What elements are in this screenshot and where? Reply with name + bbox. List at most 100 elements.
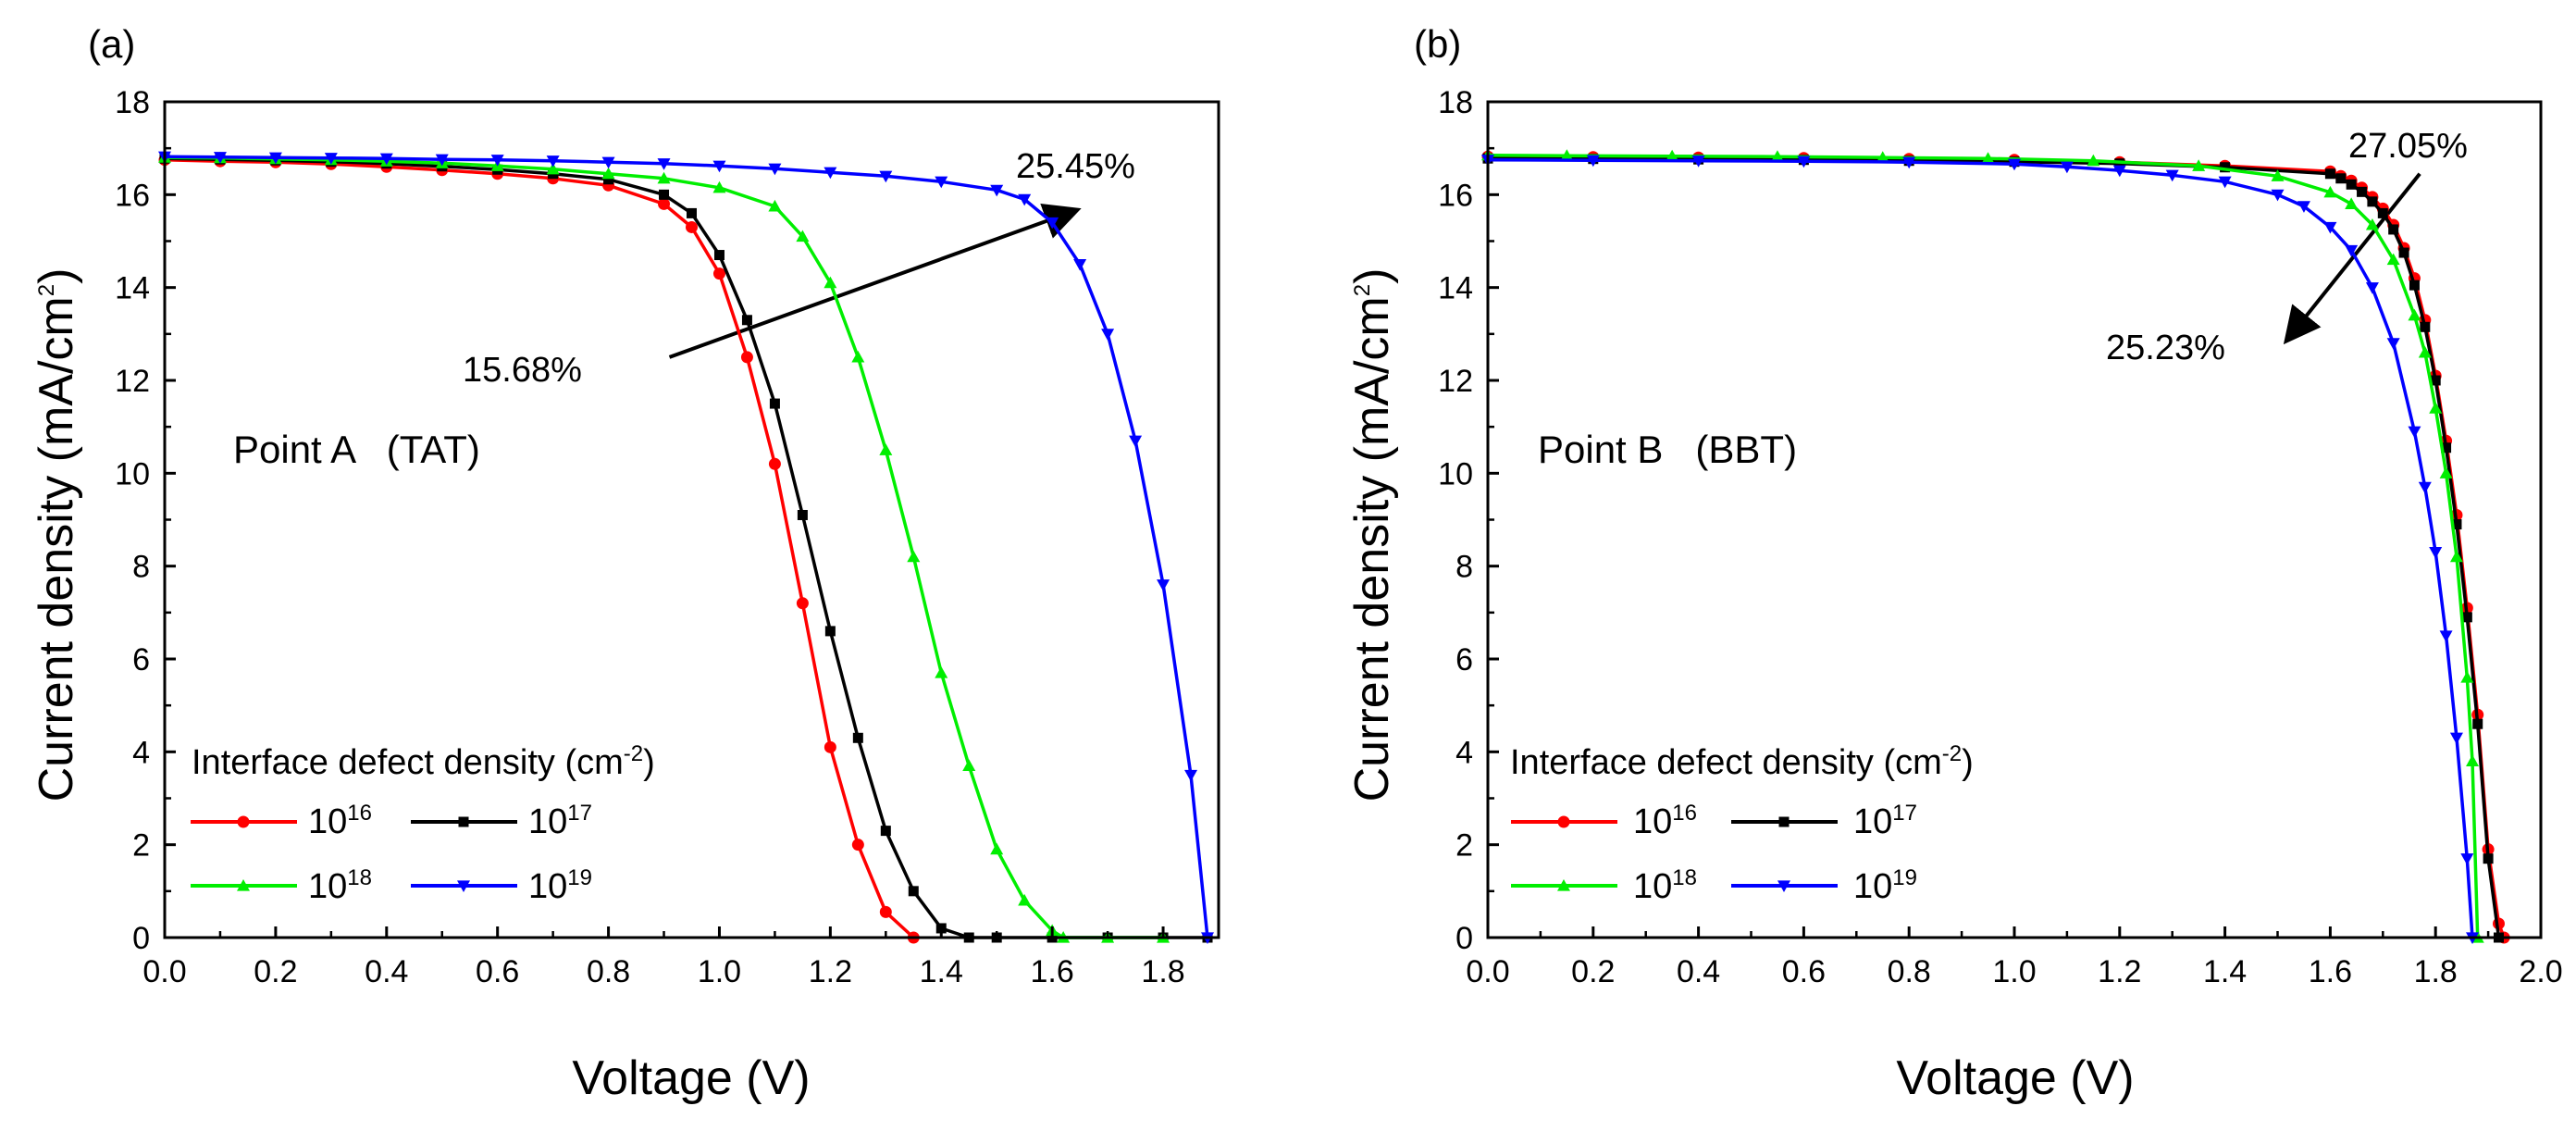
panel-b-data-point	[1902, 156, 1916, 169]
panel-a-data-point	[1184, 769, 1198, 782]
panel-b-xtick-label: 1.8	[2414, 954, 2458, 989]
panel-a-data-point	[268, 152, 282, 165]
panel-b-data-point	[2323, 221, 2337, 234]
panel-a-data-point	[962, 759, 976, 771]
panel-a-data-point	[601, 156, 615, 169]
panel-a-data-point	[713, 250, 724, 261]
panel-b-arrow-start-label: 27.05%	[2348, 127, 2468, 166]
panel-a-data-point	[712, 267, 725, 280]
panel-a-data-point	[741, 315, 752, 326]
panel-a-data-point	[824, 626, 836, 637]
panel-b-data-point	[2060, 161, 2074, 174]
panel-b-data-point	[2441, 442, 2452, 454]
panel-a-label: (a)	[88, 22, 135, 66]
panel-a-data-point	[1046, 217, 1059, 230]
panel-b-ticks: 0.0 0.2 0.4 0.6 0.8 1.0 1.2 1.4 1.6 1.8 2.0 0 2 4 6 8 10…	[1438, 85, 2562, 989]
panel-a-data-point	[824, 167, 837, 180]
panel-a-frame	[163, 100, 1220, 939]
panel-a-data-point	[601, 167, 615, 180]
panel-a-legend-label-16: 1016	[308, 801, 372, 841]
panel-b-data-point	[2165, 169, 2179, 182]
panel-a-data-point	[852, 732, 863, 743]
panel-a-ytick-label: 14	[115, 271, 150, 306]
panel-a-data-point	[768, 163, 782, 176]
panel-b-data-point	[1770, 150, 1784, 162]
panel-a-ticks: 0.0 0.2 0.4 0.6 0.8 1.0 1.2 1.4 1.6 1.8 0 2 4 6 8 10 12 1…	[115, 85, 1185, 989]
panel-a-data-point	[324, 153, 338, 165]
panel-a-ytick-label: 16	[115, 178, 150, 213]
panel-a-data-point	[824, 276, 837, 289]
panel-b-data-point	[2087, 154, 2100, 167]
panel-a-legend-swatch-0	[191, 815, 297, 828]
panel-b-xtick-label: 1.6	[2309, 954, 2352, 989]
panel-a-series-3	[158, 151, 1215, 944]
panel-b-legend-title: Interface defect density (cm-2)	[1510, 741, 1974, 782]
panel-b-data-point	[2388, 224, 2399, 235]
panel-b-ytick-label: 8	[1455, 550, 1473, 585]
panel-b-data-point	[2271, 169, 2285, 181]
panel-a-legend: Interface defect density (cm-2) 1016 101…	[191, 741, 655, 906]
panel-a-legend-title: Interface defect density (cm-2)	[192, 741, 655, 782]
panel-a-data-point	[687, 207, 697, 218]
panel-b-xtick-label: 1.2	[2098, 954, 2141, 989]
panel-b-ytick-label: 4	[1455, 735, 1473, 770]
panel-b-annotation: Point B (BBT)	[1538, 428, 1797, 471]
panel-b-legend-label-16: 1016	[1633, 801, 1697, 841]
panel-b-data-point	[2386, 253, 2400, 266]
panel-b-xtick-label: 1.0	[1992, 954, 2036, 989]
panel-a-data-point	[935, 666, 948, 678]
panel-b-legend-label-17: 1017	[1853, 801, 1917, 841]
panel-a-xtick-label: 1.8	[1141, 954, 1184, 989]
panel-a-data-point	[851, 350, 865, 363]
panel-b-arrow-end-label: 25.23%	[2106, 329, 2225, 367]
panel-b-data-point	[2409, 280, 2420, 291]
panel-b-data-point	[2408, 308, 2421, 321]
panel-b-data-point	[2112, 165, 2126, 178]
panel-b-legend-marker	[1557, 815, 1570, 828]
panel-b-data-point	[2386, 338, 2400, 350]
panel-a-xtick-label: 0.2	[254, 954, 297, 989]
panel-b-data-point	[2365, 218, 2379, 230]
panel-a-data-point	[379, 153, 393, 166]
panel-a-data-point	[824, 740, 836, 753]
panel-a-data-point	[657, 171, 671, 184]
panel-a-ytick-label: 18	[115, 85, 150, 120]
panel-b-xlabel: Voltage (V)	[1896, 1051, 2134, 1105]
panel-b-data-point	[2461, 612, 2472, 623]
panel-b-data-point	[2418, 481, 2432, 494]
panel-b-legend-marker	[1557, 879, 1570, 891]
panel-b-data-point	[1586, 155, 1600, 168]
panel-a-data-point	[1101, 329, 1115, 341]
panel-a-ytick-label: 6	[132, 642, 150, 677]
panel-a-xlabel: Voltage (V)	[572, 1051, 810, 1105]
panel-a-legend-marker	[458, 816, 469, 827]
panel-a: (a) Current density (mA/cm2) Voltage (V)…	[30, 22, 1220, 1105]
panel-b-data-point	[2451, 519, 2462, 530]
panel-b-data-point	[2429, 547, 2443, 559]
panel-b: (b) Current density (mA/cm2) Voltage (V)…	[1345, 22, 2563, 1105]
panel-b-data-point	[1981, 152, 1995, 164]
panel-b-frame	[1486, 100, 2543, 939]
panel-b-ytick-label: 0	[1455, 921, 1473, 956]
panel-b-ytick-label: 6	[1455, 642, 1473, 677]
panel-b-legend: Interface defect density (cm-2) 1016 101…	[1510, 741, 1974, 906]
panel-a-data-point	[490, 155, 504, 167]
panel-a-arrow	[668, 203, 1082, 359]
panel-a-xtick-label: 0.0	[142, 954, 186, 989]
panel-b-data-point	[2346, 179, 2357, 190]
panel-b-ytick-label: 12	[1438, 364, 1473, 399]
panel-a-legend-swatch-2	[191, 879, 297, 891]
panel-b-data-point	[2365, 282, 2379, 294]
panel-b-data-point	[2449, 550, 2463, 563]
panel-b-data-point	[2345, 197, 2359, 209]
panel-a-data-point	[1018, 193, 1032, 206]
panel-b-data-point	[1797, 155, 1811, 168]
panel-a-ytick-label: 8	[132, 550, 150, 585]
panel-b-legend-label-18: 1018	[1633, 865, 1697, 906]
panel-a-legend-label-18: 1018	[308, 865, 372, 906]
panel-a-data-point	[658, 197, 671, 210]
panel-b-data-point	[1666, 149, 1679, 162]
panel-b-data-point	[1560, 149, 1574, 161]
panel-a-data-point	[990, 184, 1004, 197]
panel-b-data-point	[2271, 189, 2285, 202]
